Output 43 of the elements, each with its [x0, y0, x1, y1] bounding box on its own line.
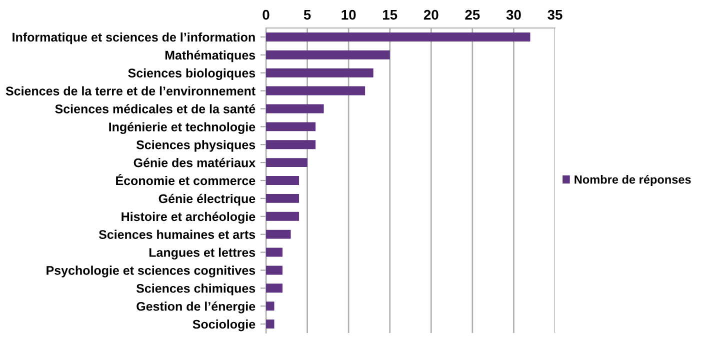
- bar: [266, 302, 274, 311]
- y-tick-label: Sciences de la terre et de l’environnement: [6, 86, 256, 96]
- bar: [266, 158, 308, 168]
- x-tick-label: 20: [424, 10, 438, 20]
- x-tick-label: 0: [262, 10, 270, 20]
- x-tick-label: 15: [383, 10, 398, 20]
- y-tick-label: Gestion de l’énergie: [136, 302, 256, 314]
- x-tick-label: 35: [548, 10, 562, 20]
- legend-label: Nombre de réponses: [574, 174, 691, 186]
- y-tick-label: Langues et lettres: [149, 248, 256, 260]
- bar: [266, 194, 300, 203]
- y-tick-label: Mathématiques: [165, 50, 256, 62]
- y-tick-label: Psychologie et sciences cognitives: [46, 266, 256, 278]
- y-tick-label: Histoire et archéologie: [122, 212, 256, 224]
- y-tick-label: Sciences physiques: [136, 140, 256, 152]
- y-tick-label: Sciences médicales et de la santé: [55, 104, 256, 114]
- bar: [266, 284, 283, 293]
- bar: [266, 212, 300, 221]
- y-tick-label: Ingénierie et technologie: [109, 122, 256, 134]
- bar: [266, 104, 324, 114]
- x-tick-label: 30: [506, 10, 521, 20]
- y-tick-label: Génie des matériaux: [134, 158, 256, 168]
- x-tick-label: 25: [465, 10, 480, 20]
- y-tick-label: Sciences chimiques: [136, 284, 256, 296]
- bar: [266, 86, 366, 96]
- bar: [266, 140, 316, 150]
- y-tick-label: Sciences humaines et arts: [98, 230, 256, 239]
- y-tick-label: Sciences biologiques: [128, 68, 256, 80]
- bar: [266, 320, 274, 329]
- x-tick-label: 5: [304, 10, 311, 20]
- y-tick-label: Sociologie: [192, 320, 256, 332]
- bar: [266, 230, 291, 239]
- bar: [266, 32, 530, 42]
- bar: [266, 266, 283, 275]
- x-tick-label: 10: [342, 10, 356, 20]
- bar: [266, 248, 283, 257]
- bar: [266, 50, 390, 60]
- bar: [266, 176, 300, 185]
- bar: [266, 122, 316, 132]
- y-tick-label: Génie électrique: [158, 194, 256, 206]
- bar: [266, 68, 374, 78]
- y-tick-label: Informatique et sciences de l’information: [12, 32, 255, 44]
- y-tick-label: Économie et commerce: [116, 174, 256, 186]
